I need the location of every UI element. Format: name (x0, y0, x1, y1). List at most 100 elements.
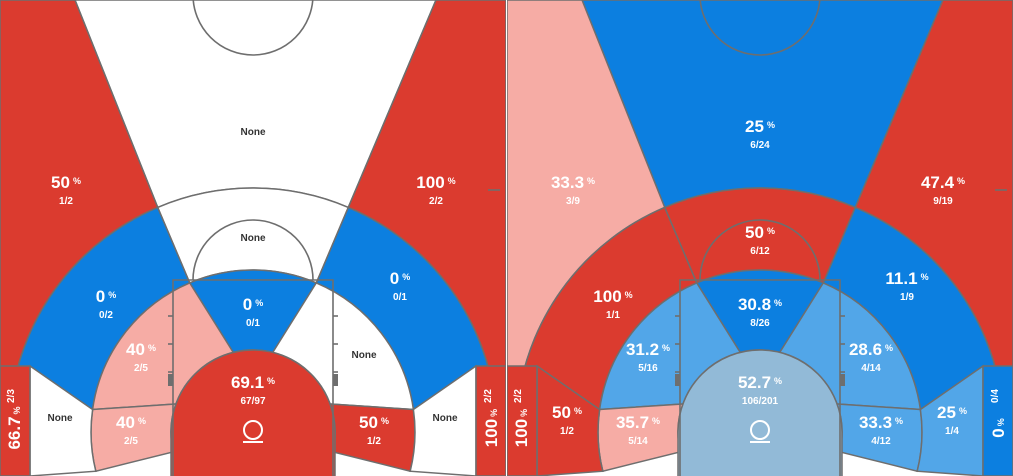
basket-ring-icon (243, 420, 263, 443)
label-left-corner-three: 100% 2/2 (512, 389, 531, 448)
label-left-baseline-mid: None (48, 413, 73, 424)
zone-pct: 31.2% (626, 340, 670, 359)
label-left-short-upper: 40 %2/5 (126, 340, 156, 374)
zone-made-attempts: 4/12 (871, 436, 891, 447)
label-restricted-area: 52.7 % 106/201 (738, 373, 782, 407)
zone-pct: 25% (745, 117, 775, 136)
zone-pct: 100% (512, 409, 531, 447)
label-paint-upper: 0 %0/1 (243, 295, 263, 329)
zone-pct: 0% (390, 269, 410, 288)
zone-left-corner-three[interactable] (0, 365, 31, 476)
zone-left-corner-three[interactable] (507, 365, 538, 476)
zone-made-attempts: 2/3 (6, 389, 17, 403)
label-restricted-area: 69.1 % 67/97 (231, 373, 275, 407)
zone-none-label: None (241, 127, 266, 138)
zone-labels: 25 % 6/24 33.3 % 3/9 47.4 % 9/19 50 % 6/12 100 % 1/1 11… (512, 117, 1008, 447)
zone-made-attempts: 67/97 (240, 396, 265, 407)
label-paint-upper: 30.8 % 8/26 (738, 295, 782, 329)
center-circle (192, 0, 314, 56)
lane-block-left (168, 374, 173, 386)
label-top-key-mid: None (241, 233, 266, 244)
lane-block-left (675, 374, 680, 386)
zone-pct: 50% (51, 173, 81, 192)
label-left-baseline-mid: 50 %1/2 (552, 403, 582, 437)
zone-right-baseline-mid[interactable] (916, 364, 984, 476)
label-left-short-upper: 31.2 % 5/16 (626, 340, 670, 374)
zone-pct: 40% (126, 340, 156, 359)
zone-made-attempts: 1/9 (900, 292, 914, 303)
zone-pct: 25% (937, 403, 967, 422)
zone-pct: 50% (359, 413, 389, 432)
label-left-mid-wing: 100 % 1/1 (593, 287, 632, 321)
zone-pct: 0% (989, 418, 1008, 437)
label-right-short-lower: 33.3 % 4/12 (859, 413, 903, 447)
zone-made-attempts: 5/16 (638, 363, 658, 374)
court-lines (168, 0, 500, 476)
label-right-baseline-mid: 25 %1/4 (937, 403, 967, 437)
zone-made-attempts: 2/2 (429, 196, 443, 207)
zone-none-label: None (433, 413, 458, 424)
zone-right-corner-three[interactable] (475, 365, 506, 476)
zone-pct: 33.3% (859, 413, 903, 432)
zone-restricted-area[interactable] (170, 349, 336, 476)
zone-none-label: None (48, 413, 73, 424)
zone-pct: 11.1% (885, 269, 928, 288)
zone-made-attempts: 6/24 (750, 140, 770, 151)
center-circle (699, 0, 821, 56)
zone-right-baseline-mid[interactable] (409, 364, 477, 476)
label-right-short-upper: None (352, 350, 377, 361)
zone-made-attempts: 1/2 (367, 436, 381, 447)
zone-right-corner-three[interactable] (982, 365, 1013, 476)
zone-left-baseline-mid[interactable] (29, 364, 97, 476)
label-right-corner-three: 0% 0/4 (989, 389, 1008, 438)
label-right-baseline-mid: None (433, 413, 458, 424)
zone-made-attempts: 2/2 (483, 389, 494, 403)
zone-pct: 66.7% (5, 406, 24, 449)
zone-made-attempts: 0/1 (246, 318, 260, 329)
label-left-short-lower: 35.7 % 5/14 (616, 413, 660, 447)
zone-pct: 100% (482, 409, 501, 447)
label-right-wing-three: 47.4 % 9/19 (921, 173, 965, 207)
label-backcourt: None (241, 127, 266, 138)
zone-made-attempts: 5/14 (628, 436, 648, 447)
zone-pct: 33.3% (551, 173, 595, 192)
shot-chart-right: 25 % 6/24 33.3 % 3/9 47.4 % 9/19 50 % 6/12 100 % 1/1 11… (507, 0, 1013, 476)
zone-none-label: None (352, 350, 377, 361)
lane-block-right (840, 374, 845, 386)
label-left-mid-wing: 0 %0/2 (96, 287, 116, 321)
zones (0, 0, 506, 476)
zone-pct: 47.4% (921, 173, 965, 192)
zone-made-attempts: 106/201 (742, 396, 779, 407)
zone-made-attempts: 9/19 (933, 196, 953, 207)
court-lines (675, 0, 1007, 476)
zone-pct: 52.7% (738, 373, 782, 392)
zone-left-baseline-mid[interactable] (536, 364, 604, 476)
lane-block-right (333, 374, 338, 386)
zone-made-attempts: 0/4 (990, 389, 1001, 403)
zone-made-attempts: 1/2 (59, 196, 73, 207)
label-right-mid-wing: 0 %0/1 (390, 269, 410, 303)
zone-made-attempts: 1/2 (560, 426, 574, 437)
zone-pct: 35.7% (616, 413, 660, 432)
zone-made-attempts: 3/9 (566, 196, 580, 207)
zone-made-attempts: 0/1 (393, 292, 407, 303)
zone-made-attempts: 4/14 (861, 363, 881, 374)
label-right-corner-three: 100% 2/2 (482, 389, 501, 448)
zone-pct: 50% (552, 403, 582, 422)
zone-restricted-area[interactable] (677, 349, 843, 476)
zone-pct: 40% (116, 413, 146, 432)
zone-pct: 0% (96, 287, 116, 306)
label-backcourt: 25 % 6/24 (745, 117, 775, 151)
label-top-key-mid: 50 % 6/12 (745, 223, 775, 257)
label-right-short-upper: 28.6 % 4/14 (849, 340, 893, 374)
zones (507, 0, 1013, 476)
free-throw-arc (192, 219, 314, 281)
zone-pct: 0% (243, 295, 263, 314)
zone-made-attempts: 1/1 (606, 310, 620, 321)
zone-pct: 28.6% (849, 340, 893, 359)
zone-pct: 69.1% (231, 373, 275, 392)
zone-made-attempts: 6/12 (750, 246, 770, 257)
